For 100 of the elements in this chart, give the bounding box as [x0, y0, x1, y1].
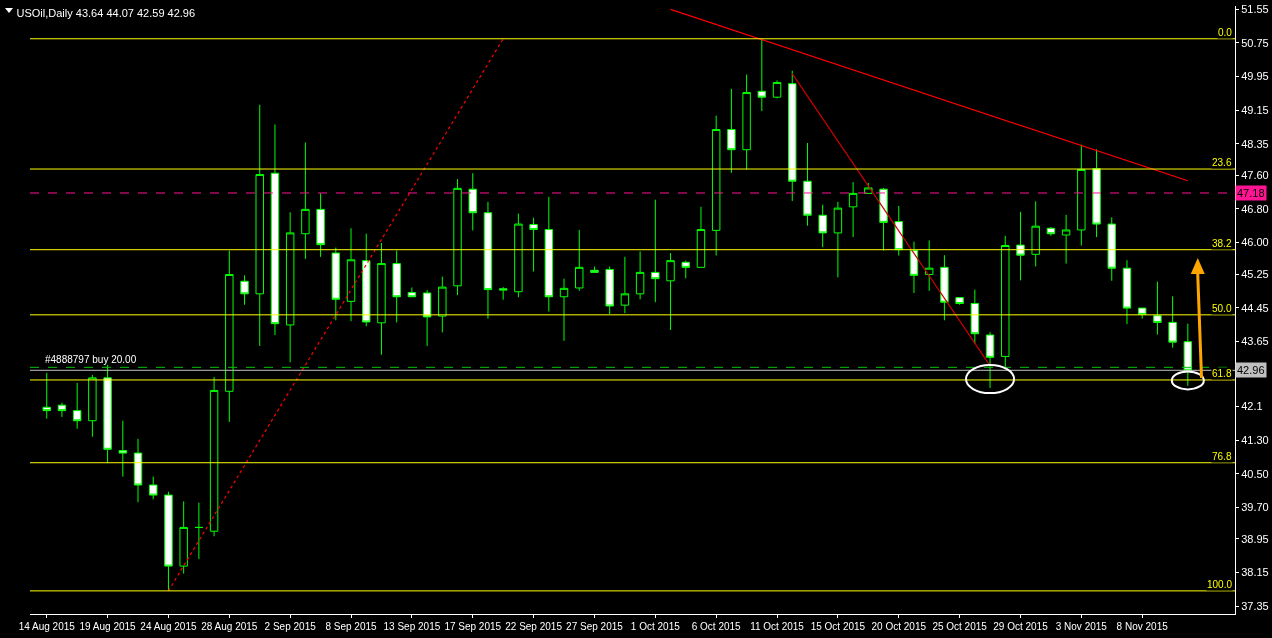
- y-tick-label: 44.45: [1241, 301, 1269, 314]
- x-tick-label: 27 Sep 2015: [566, 621, 624, 632]
- candlestick: [620, 256, 630, 314]
- candlestick: [1107, 216, 1116, 282]
- candlestick: [194, 502, 204, 560]
- candlestick: [133, 438, 143, 503]
- candlestick: [940, 254, 949, 321]
- candlestick: [788, 70, 797, 202]
- x-tick-label: 14 Aug 2015: [18, 621, 76, 632]
- y-tick-label: 47.60: [1241, 169, 1269, 182]
- candlestick: [118, 420, 128, 478]
- chart-title: USOil,Daily 43.64 44.07 42.59 42.96: [16, 7, 196, 20]
- candlestick: [468, 172, 477, 231]
- candlestick: [72, 382, 82, 430]
- candlestick: [970, 289, 980, 345]
- x-tick-label: 8 Nov 2015: [1116, 621, 1169, 632]
- y-tick-label: 48.35: [1241, 137, 1269, 150]
- candlestick: [1077, 144, 1086, 246]
- candlestick: [1046, 226, 1056, 237]
- y-tick-label: 37.35: [1241, 599, 1269, 612]
- candlestick: [255, 104, 264, 347]
- candlestick: [803, 142, 812, 227]
- candlestick: [270, 123, 280, 336]
- annotation: 100.0: [1207, 579, 1233, 590]
- x-tick-label: 1 Oct 2015: [630, 621, 681, 632]
- x-tick-label: 8 Sep 2015: [325, 621, 378, 632]
- candlestick: [179, 500, 188, 575]
- candlestick: [1168, 295, 1177, 349]
- candlestick: [559, 278, 569, 342]
- candlestick: [544, 196, 554, 312]
- candlestick: [727, 88, 736, 174]
- x-tick-label: 3 Nov 2015: [1055, 621, 1108, 632]
- candlestick: [498, 286, 508, 301]
- candlestick: [483, 201, 493, 320]
- x-tick-label: 29 Oct 2015: [993, 621, 1049, 632]
- candlestick: [1031, 200, 1040, 268]
- candlestick: [164, 491, 173, 592]
- x-tick-label: 19 Aug 2015: [79, 621, 137, 632]
- y-tick-label: 46.00: [1241, 236, 1269, 249]
- candlestick: [149, 476, 158, 500]
- candlestick: [209, 376, 219, 537]
- candlestick: [1061, 214, 1071, 265]
- candlestick: [407, 287, 417, 298]
- candlestick: [757, 39, 767, 112]
- x-tick-label: 15 Oct 2015: [810, 621, 866, 632]
- candlestick: [392, 250, 401, 323]
- annotation: 50.0: [1212, 303, 1232, 314]
- annotation: 38.2: [1212, 238, 1232, 249]
- candlestick: [772, 79, 782, 99]
- y-tick-label: 39.70: [1241, 501, 1269, 514]
- ref-line-label: 42.96: [1237, 364, 1265, 376]
- y-tick-label: 45.25: [1241, 267, 1269, 280]
- candlestick: [833, 201, 843, 278]
- y-tick-label: 43.65: [1241, 335, 1269, 348]
- candlestick: [285, 211, 295, 363]
- candlestick: [301, 142, 310, 260]
- annotation: 61.8: [1212, 368, 1232, 379]
- candlestick: [879, 187, 888, 252]
- candlestick: [331, 247, 341, 321]
- candlestick: [590, 266, 599, 273]
- y-tick-label: 40.50: [1241, 467, 1269, 480]
- candlestick: [1092, 148, 1101, 238]
- y-tick-label: 42.1: [1241, 400, 1263, 413]
- y-tick-label: 49.95: [1241, 70, 1269, 83]
- annotation: 23.6: [1212, 157, 1232, 168]
- candlestick: [651, 199, 660, 303]
- x-tick-label: 17 Sep 2015: [444, 621, 502, 632]
- candlestick: [666, 252, 675, 331]
- candlestick: [377, 242, 386, 356]
- candlestick: [696, 206, 706, 268]
- candlestick: [422, 289, 432, 347]
- candlestick: [316, 192, 325, 258]
- candlestick: [1122, 259, 1132, 325]
- candlestick: [1001, 235, 1010, 368]
- candlestick: [1153, 281, 1162, 336]
- y-tick-label: 49.15: [1241, 104, 1269, 117]
- candlestick: [1183, 323, 1193, 387]
- candlestick: [909, 241, 919, 294]
- candlestick: [103, 364, 112, 464]
- candlestick: [453, 178, 462, 296]
- x-tick-label: 11 Oct 2015: [750, 621, 805, 632]
- candlestick: [362, 233, 371, 327]
- y-tick-label: 46.80: [1241, 202, 1269, 215]
- candlestick: [605, 266, 614, 315]
- y-tick-label: 51.55: [1241, 3, 1269, 16]
- x-tick-label: 24 Aug 2015: [140, 621, 197, 632]
- candlestick: [681, 260, 690, 279]
- candlestick: [575, 229, 584, 292]
- x-tick-label: 6 Oct 2015: [691, 621, 742, 632]
- candlestick: [985, 331, 995, 389]
- candlestick: [240, 274, 249, 306]
- candlestick: [529, 217, 538, 273]
- y-tick-label: 50.75: [1241, 36, 1269, 49]
- candlestick: [514, 213, 523, 298]
- x-tick-label: 13 Sep 2015: [383, 621, 441, 632]
- annotation: 0.0: [1218, 27, 1233, 38]
- candlestick: [955, 297, 964, 306]
- candlestick: [438, 276, 447, 333]
- x-tick-label: 25 Oct 2015: [932, 621, 988, 632]
- candlestick: [711, 115, 721, 257]
